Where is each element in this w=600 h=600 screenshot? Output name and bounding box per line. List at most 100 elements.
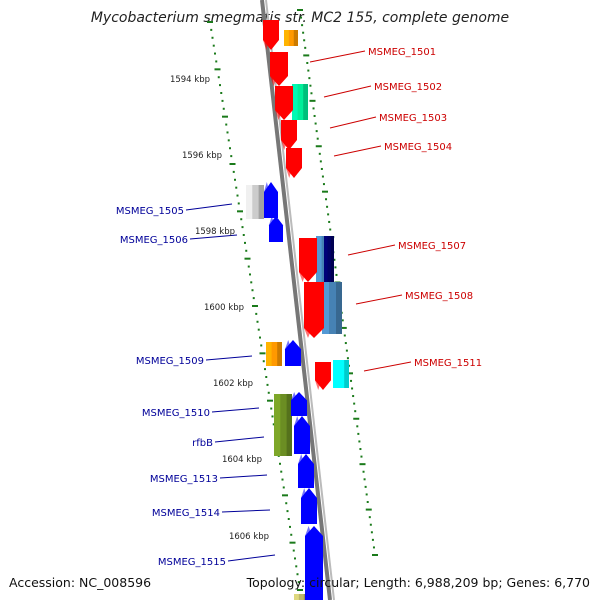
cog-box-navy	[324, 236, 334, 282]
ruler-label: 1604 kbp	[222, 455, 262, 465]
ruler-right-tick	[303, 39, 306, 42]
ruler-right-tick	[364, 485, 367, 488]
gene-label-MSMEG_1510[interactable]: MSMEG_1510	[142, 408, 210, 419]
gene-label-rfbB[interactable]: rfbB	[192, 438, 213, 449]
ruler-right-tick	[308, 77, 311, 80]
ruler-right-tick	[340, 326, 347, 329]
ruler-right-tick	[310, 92, 313, 95]
ruler-left-tick	[229, 163, 236, 165]
ruler-right-tick	[314, 122, 317, 125]
gene-arrow-MSMEG_1504[interactable]	[286, 148, 302, 178]
ruler-label: 1596 kbp	[182, 151, 222, 161]
ruler-right-tick	[309, 84, 312, 87]
ruler-left-tick	[237, 210, 243, 213]
ruler-right-tick	[346, 357, 349, 360]
gene-arrow-MSMEG_1503[interactable]	[281, 120, 297, 150]
ruler-left-tick	[226, 131, 229, 134]
ruler-right-tick	[356, 425, 359, 428]
gene-label-MSMEG_1503[interactable]: MSMEG_1503	[379, 113, 447, 124]
ruler-right-tick	[319, 160, 322, 163]
gene-label-MSMEG_1514[interactable]: MSMEG_1514	[152, 508, 220, 519]
gene-label-MSMEG_1508[interactable]: MSMEG_1508	[405, 291, 473, 302]
ruler-left-tick	[282, 486, 285, 489]
gene-label-MSMEG_1513[interactable]: MSMEG_1513	[150, 474, 218, 485]
gene-label-MSMEG_1515[interactable]: MSMEG_1515	[158, 557, 226, 568]
leader-line-MSMEG_1507	[347, 244, 396, 256]
gene-label-MSMEG_1511[interactable]: MSMEG_1511	[414, 358, 482, 369]
gene-label-MSMEG_1509[interactable]: MSMEG_1509	[136, 356, 204, 367]
cog-box-grey	[246, 185, 264, 219]
gene-arrow-MSMEG_1509[interactable]	[285, 340, 301, 366]
gene-label-MSMEG_1502[interactable]: MSMEG_1502	[374, 82, 442, 93]
ruler-left-tick	[282, 494, 288, 497]
ruler-left-tick	[252, 305, 258, 307]
gene-arrow-MSMEG_1513[interactable]	[298, 454, 314, 488]
ruler-left-tick	[221, 99, 224, 102]
ruler-right-tick	[302, 31, 305, 34]
ruler-left-tick	[287, 518, 290, 520]
ruler-left-tick	[260, 344, 263, 347]
ruler-left-tick	[217, 76, 220, 79]
gene-arrow-MSMEG_1505[interactable]	[264, 182, 278, 218]
gene-arrow-MSMEG_1511[interactable]	[315, 362, 331, 390]
ruler-right-tick	[320, 167, 323, 170]
gene-label-MSMEG_1507[interactable]: MSMEG_1507	[398, 241, 466, 252]
ruler-label: 1606 kbp	[229, 532, 269, 542]
ruler-left-tick	[289, 541, 296, 544]
ruler-left-tick	[272, 423, 275, 426]
ruler-right-tick	[357, 432, 360, 435]
ruler-left-tick	[232, 170, 235, 173]
ruler-left-tick	[222, 107, 225, 110]
gene-arrow-MSMEG_1501[interactable]	[270, 52, 288, 86]
gene-arrow-MSMEG_1514[interactable]	[301, 488, 317, 524]
ruler-right-tick	[360, 455, 363, 458]
ruler-left-tick	[220, 92, 223, 94]
gene-label-MSMEG_1505[interactable]: MSMEG_1505	[116, 206, 184, 217]
gene-label-MSMEG_1504[interactable]: MSMEG_1504	[384, 142, 452, 153]
ruler-left-tick	[297, 589, 303, 591]
ruler-right-tick	[352, 395, 355, 398]
gene-arrow-MSMEG_1506[interactable]	[269, 216, 283, 242]
ruler-right-tick	[306, 61, 309, 64]
cog-box-olive	[274, 394, 292, 456]
gene-labels[interactable]: MSMEG_1501 MSMEG_1502 MSMEG_1503 MSMEG_1504…	[116, 47, 482, 568]
leader-line-MSMEG_1506	[189, 234, 238, 240]
ruler-left-tick	[295, 565, 298, 568]
ruler-label: 1602 kbp	[213, 379, 253, 389]
ruler-left-tick	[225, 123, 228, 126]
ruler-label: 1600 kbp	[204, 303, 244, 313]
gene-arrow-rfbB[interactable]	[294, 416, 310, 454]
ruler-left-tick	[244, 257, 251, 260]
ruler-left-tick	[227, 139, 230, 142]
ruler-left-tick	[281, 478, 284, 481]
leader-line-MSMEG_1502	[323, 85, 372, 98]
ruler-left-tick	[251, 289, 254, 292]
gene-label-MSMEG_1501[interactable]: MSMEG_1501	[368, 47, 436, 58]
gene-arrow-MSMEG_1508[interactable]	[304, 282, 324, 338]
gene-arrows[interactable]	[263, 20, 331, 600]
ruler-right-tick	[334, 266, 337, 269]
ruler-right-tick	[359, 463, 366, 466]
ruler-left-tick	[286, 510, 289, 513]
leader-line-MSMEG_1514	[221, 509, 271, 513]
ruler-right-tick	[322, 190, 328, 193]
cog-box-green	[292, 84, 308, 120]
gene-arrow-MSMEG_1515[interactable]	[305, 526, 323, 600]
gene-label-MSMEG_1506[interactable]: MSMEG_1506	[120, 235, 188, 246]
ruler-right-tick	[365, 493, 368, 496]
gene-arrow-top[interactable]	[263, 20, 279, 50]
ruler-right-tick	[313, 114, 316, 117]
leader-line-rfbB	[214, 436, 265, 443]
ruler-right-tick	[353, 417, 360, 420]
ruler-left-tick	[266, 383, 269, 386]
gene-arrow-MSMEG_1507[interactable]	[299, 238, 317, 282]
ruler-right-tick	[351, 387, 354, 390]
gene-arrow-MSMEG_1510[interactable]	[291, 392, 307, 416]
ruler-right-tick	[321, 175, 324, 178]
ruler-right-tick	[333, 258, 336, 261]
cog-box-orange-2	[266, 342, 282, 366]
ruler-left-tick	[267, 391, 270, 394]
ruler-left-tick	[270, 407, 273, 410]
gene-arrow-MSMEG_1502[interactable]	[275, 86, 293, 120]
